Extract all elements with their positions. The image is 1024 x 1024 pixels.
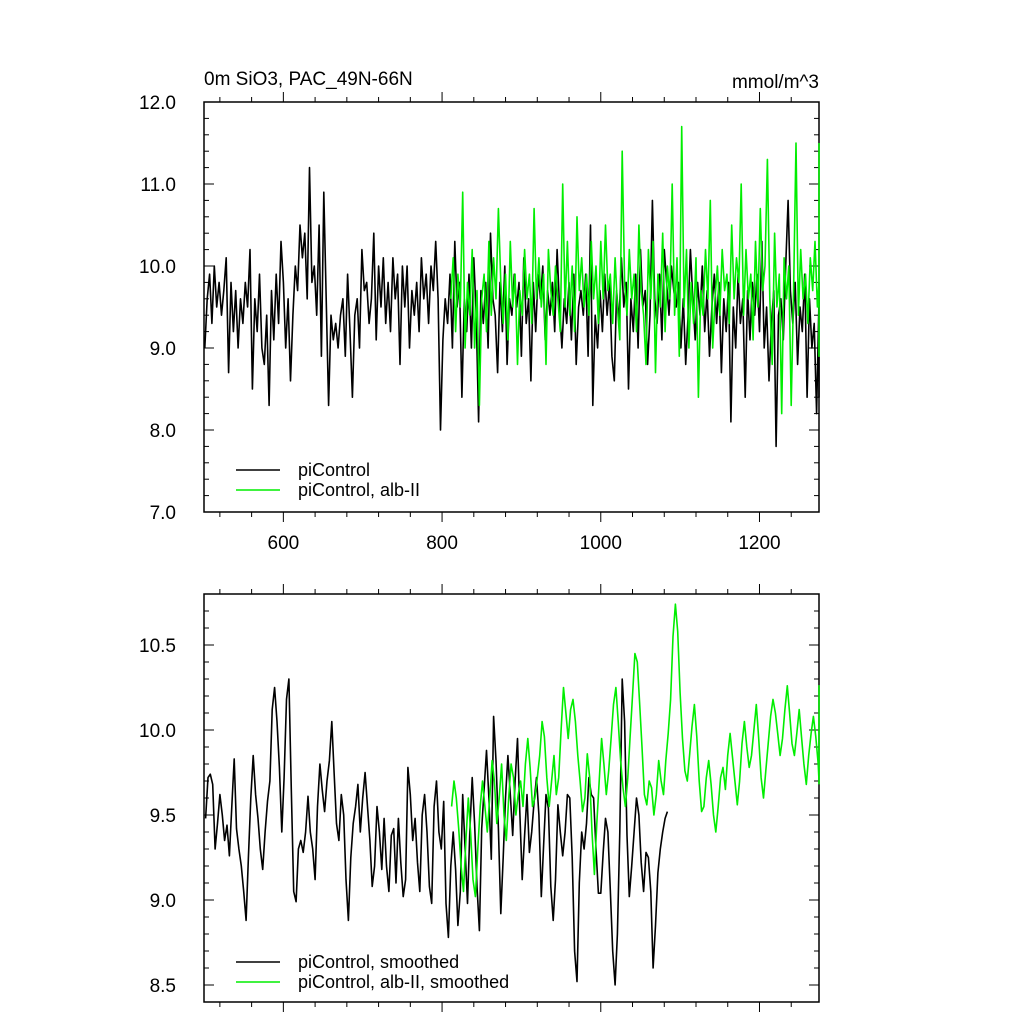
legend-label-picontrol-alb-ii-smoothed: piControl, alb-II, smoothed: [298, 972, 509, 992]
y-tick-label: 8.5: [150, 976, 176, 997]
bottom-ticks: 8.5 9.0 9.5 10.0 10.5: [139, 584, 819, 1012]
x-tick-label: 1000: [580, 533, 622, 554]
x-tick-label: 800: [426, 533, 458, 554]
top-legend: piControl piControl, alb-II: [236, 460, 420, 500]
bottom-series: [204, 603, 820, 986]
y-tick-label: 11.0: [140, 175, 176, 196]
y-tick-label: 10.0: [139, 257, 176, 278]
legend-label-picontrol: piControl: [298, 460, 370, 480]
y-tick-label: 9.5: [150, 806, 176, 827]
y-tick-label: 8.0: [150, 421, 176, 442]
y-tick-label: 10.5: [139, 636, 176, 657]
y-tick-label: 12.0: [139, 93, 176, 114]
legend-label-picontrol-smoothed: piControl, smoothed: [298, 952, 459, 972]
chart-title: 0m SiO3, PAC_49N-66N: [204, 69, 413, 90]
top-panel: 0m SiO3, PAC_49N-66N mmol/m^3 600 800 1000…: [139, 69, 820, 554]
series-line-picontrol-smoothed: [204, 678, 669, 986]
bottom-panel: 8.5 9.0 9.5 10.0 10.5 piControl, smoothed pi…: [139, 584, 820, 1012]
top-ticks: 600 800 1000 1200 7.0 8.0 9.0 10.0 11.0 12.0: [139, 92, 819, 554]
legend-label-picontrol-alb-ii: piControl, alb-II: [298, 480, 420, 500]
series-line-picontrol-alb-ii: [450, 125, 820, 415]
units-label: mmol/m^3: [732, 72, 819, 93]
x-tick-label: 600: [268, 533, 300, 554]
y-tick-label: 9.0: [150, 891, 176, 912]
bottom-legend: piControl, smoothed piControl, alb-II, s…: [236, 952, 509, 992]
bottom-plot-frame: [203, 593, 820, 1003]
y-tick-label: 9.0: [150, 339, 176, 360]
x-tick-label: 1200: [738, 533, 780, 554]
series-line-picontrol-alb-ii-smoothed: [450, 603, 820, 898]
y-tick-label: 7.0: [150, 503, 176, 524]
top-series: [204, 125, 820, 448]
y-tick-label: 10.0: [139, 721, 176, 742]
